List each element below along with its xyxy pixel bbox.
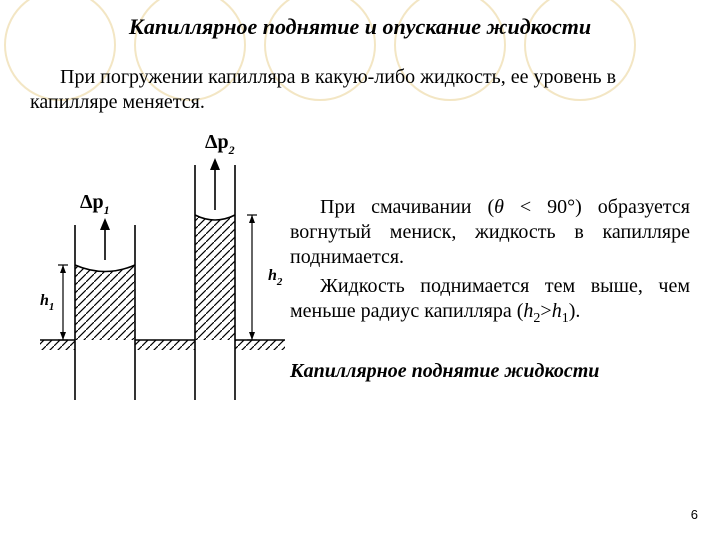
paragraph-1: При смачивании (θ < 90°) образуется вогн… — [290, 195, 690, 270]
dp1-label: Δp1 — [80, 191, 110, 217]
left-capillary — [58, 218, 135, 400]
h1-label: h1 — [40, 292, 54, 313]
dp2-label: Δp2 — [205, 131, 235, 157]
page-number: 6 — [691, 507, 698, 522]
page-title: Капиллярное поднятие и опускание жидкост… — [0, 14, 720, 40]
h2-label: h2 — [268, 267, 283, 288]
intro-text: При погружении капилляра в какую-либо жи… — [30, 65, 690, 115]
paragraph-2: Жидкость поднимается тем выше, чем меньш… — [290, 274, 690, 328]
capillary-diagram: Δp2 Δp1 h1 h2 — [30, 130, 290, 430]
body-text: При смачивании (θ < 90°) образуется вогн… — [290, 195, 690, 332]
figure-caption: Капиллярное поднятие жидкости — [290, 360, 690, 383]
intro-content: При погружении капилляра в какую-либо жи… — [30, 66, 616, 113]
right-capillary — [195, 158, 257, 400]
